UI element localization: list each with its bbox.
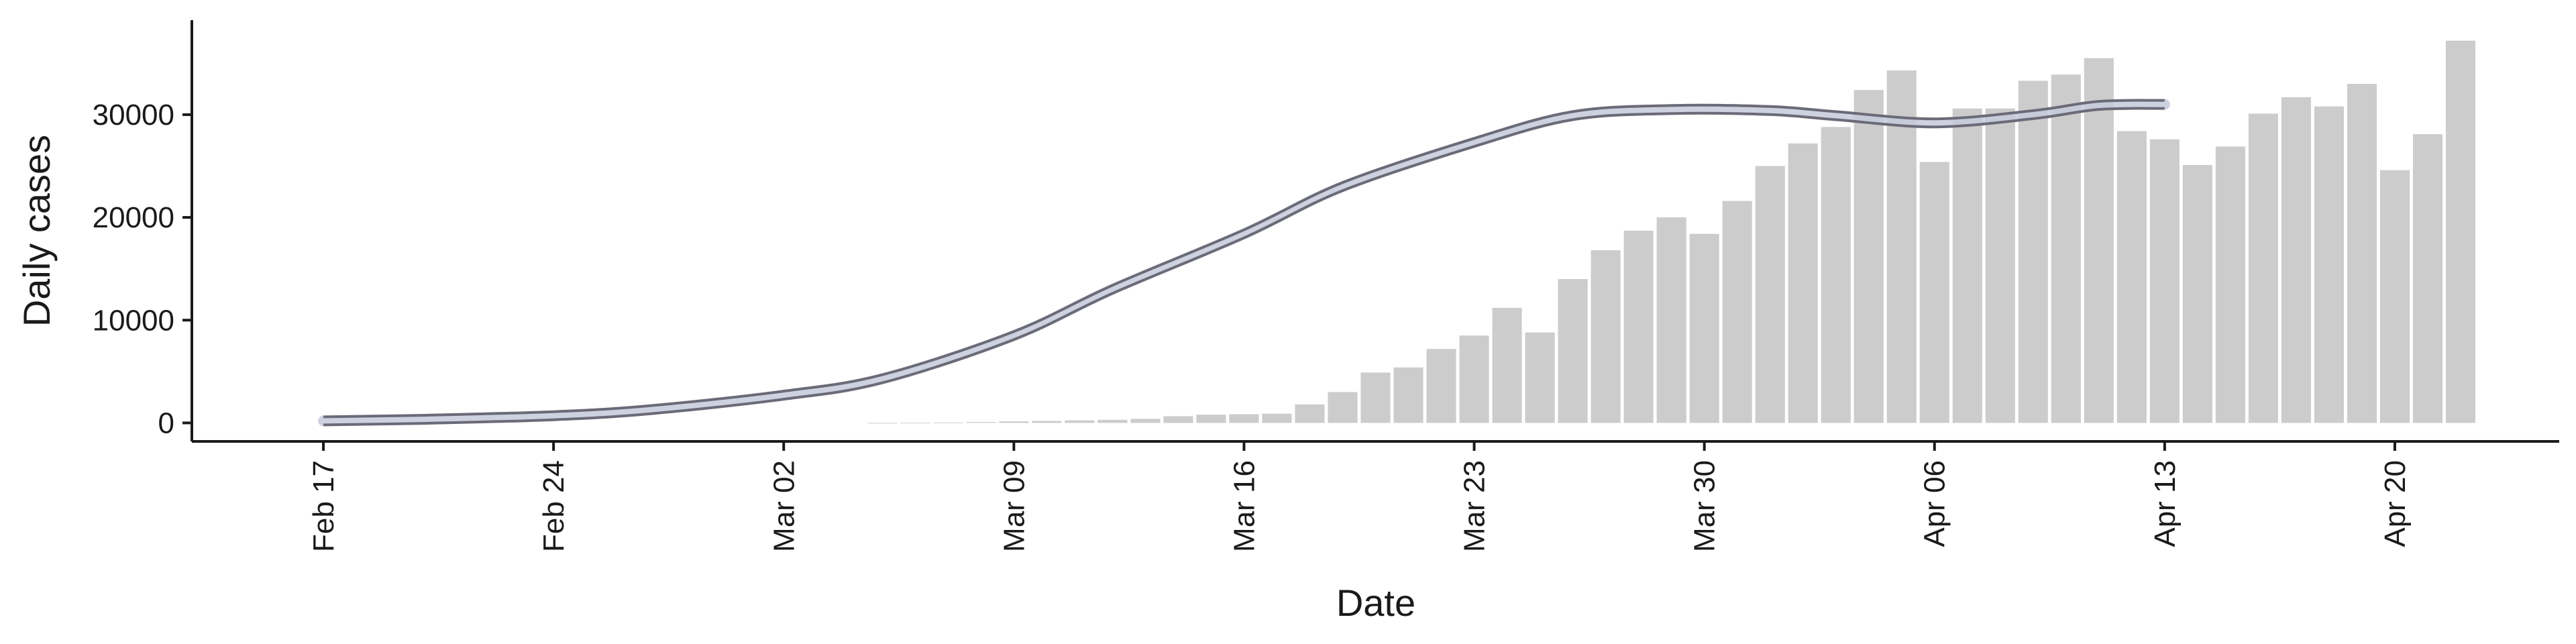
x-tick-label: Mar 30 xyxy=(1688,460,1721,552)
x-tick-label: Apr 06 xyxy=(1919,460,1951,547)
bar-2020-04-06 xyxy=(1919,162,1949,423)
bar-2020-04-19 xyxy=(2347,83,2377,423)
bar-2020-04-14 xyxy=(2182,164,2212,423)
curve-lower-line xyxy=(323,107,2165,427)
bar-2020-03-12 xyxy=(1097,419,1128,423)
y-tick-label: 20000 xyxy=(93,201,174,234)
y-axis-ticks: 0 10000 20000 30000 xyxy=(93,99,192,439)
bar-2020-04-08 xyxy=(1985,108,2015,423)
x-tick-label: Mar 02 xyxy=(767,460,800,552)
x-tick-label: Apr 20 xyxy=(2379,460,2412,547)
bar-2020-03-25 xyxy=(1525,332,1555,423)
x-tick-label: Feb 24 xyxy=(537,460,570,552)
bar-2020-03-18 xyxy=(1295,404,1325,423)
axes: 0 10000 20000 30000 Feb 17 Feb 24 Mar 02 Mar 0… xyxy=(93,20,2559,552)
bar-2020-04-18 xyxy=(2314,106,2344,423)
bar-2020-03-21 xyxy=(1393,367,1424,423)
bar-2020-04-21 xyxy=(2412,134,2443,423)
bar-2020-04-07 xyxy=(1952,108,1982,423)
plot-area xyxy=(318,40,2476,427)
bar-2020-03-31 xyxy=(1722,201,1752,423)
curve-upper-line xyxy=(323,99,2165,419)
bar-2020-03-22 xyxy=(1426,349,1456,423)
bar-2020-03-19 xyxy=(1328,392,1358,423)
bar-2020-04-05 xyxy=(1886,70,1917,423)
x-tick-label: Apr 13 xyxy=(2149,460,2182,547)
bar-2020-03-17 xyxy=(1262,413,1292,423)
bar-2020-04-09 xyxy=(2018,80,2048,423)
bar-2020-03-15 xyxy=(1196,415,1226,423)
bar-2020-04-13 xyxy=(2149,139,2180,423)
bar-2020-03-13 xyxy=(1130,419,1161,423)
x-axis-title: Date xyxy=(1336,582,1415,624)
bar-2020-04-17 xyxy=(2281,97,2311,423)
bar-2020-04-03 xyxy=(1821,127,1851,423)
bar-2020-03-11 xyxy=(1065,420,1095,423)
bar-2020-04-12 xyxy=(2116,131,2147,423)
x-tick-label: Mar 16 xyxy=(1228,460,1260,552)
bar-2020-03-16 xyxy=(1229,414,1259,423)
x-tick-label: Feb 17 xyxy=(307,460,340,552)
bar-2020-03-28 xyxy=(1623,231,1654,423)
y-axis-title: Daily cases xyxy=(15,135,58,327)
bar-2020-04-04 xyxy=(1854,90,1884,423)
y-tick-label: 10000 xyxy=(93,304,174,337)
bar-2020-04-02 xyxy=(1788,143,1818,423)
y-tick-label: 30000 xyxy=(93,99,174,131)
bar-2020-03-08 xyxy=(966,422,996,423)
bar-2020-03-29 xyxy=(1656,217,1686,423)
bar-2020-03-24 xyxy=(1492,307,1522,423)
bar-2020-03-27 xyxy=(1591,250,1621,423)
x-tick-label: Mar 23 xyxy=(1458,460,1491,552)
bar-2020-03-23 xyxy=(1459,335,1489,423)
bar-2020-04-22 xyxy=(2445,40,2476,423)
bar-2020-04-16 xyxy=(2248,113,2278,423)
bar-2020-03-14 xyxy=(1163,416,1193,423)
bar-2020-04-20 xyxy=(2379,170,2410,423)
bar-2020-03-26 xyxy=(1558,278,1588,423)
x-axis-ticks: Feb 17 Feb 24 Mar 02 Mar 09 Mar 16 Mar 23 Mar … xyxy=(307,441,2412,552)
bar-2020-04-11 xyxy=(2084,58,2114,423)
bar-2020-03-10 xyxy=(1032,421,1062,423)
bar-2020-04-01 xyxy=(1755,166,1785,423)
bar-2020-03-20 xyxy=(1360,372,1391,423)
bar-2020-04-10 xyxy=(2051,74,2081,423)
y-tick-label: 0 xyxy=(158,407,174,439)
bar-2020-03-30 xyxy=(1689,233,1719,423)
x-tick-label: Mar 09 xyxy=(998,460,1030,552)
bar-2020-04-15 xyxy=(2215,146,2245,423)
curve-uncertainty-band xyxy=(318,99,2170,427)
bar-2020-03-09 xyxy=(999,421,1029,423)
